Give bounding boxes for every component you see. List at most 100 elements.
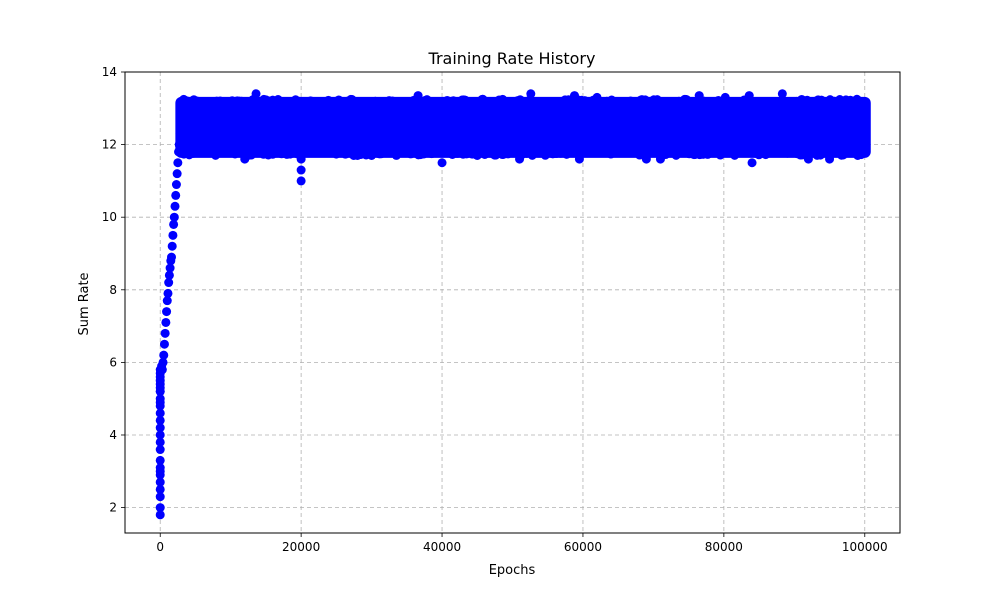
data-point <box>167 252 176 262</box>
band-edge-point <box>628 147 638 157</box>
data-point <box>515 154 525 164</box>
band-edge-point <box>274 96 284 106</box>
band-edge-point <box>767 98 777 108</box>
band-edge-point <box>306 96 316 106</box>
band-edge-point <box>209 148 219 158</box>
band-edge-point <box>859 98 869 108</box>
band-edge-point <box>777 98 787 108</box>
band-edge-point <box>347 96 357 106</box>
band-edge-point <box>524 147 534 157</box>
band-edge-point <box>261 97 271 107</box>
data-point <box>167 241 177 251</box>
band-edge-point <box>494 96 504 106</box>
data-point <box>777 89 787 99</box>
data-point <box>155 492 165 502</box>
data-point <box>173 158 183 168</box>
band-edge-point <box>225 97 235 107</box>
band-edge-point <box>652 95 662 105</box>
x-tick-label: 100000 <box>842 540 888 554</box>
data-point <box>155 423 165 433</box>
data-point <box>176 111 186 121</box>
data-point <box>296 165 306 175</box>
data-point <box>171 190 181 200</box>
band-edge-point <box>510 98 520 108</box>
data-point <box>592 92 602 102</box>
band-edge-point <box>715 150 725 160</box>
data-point <box>155 415 165 425</box>
band-edge-point <box>616 147 626 157</box>
band-edge-point <box>838 148 848 158</box>
data-point <box>168 230 178 240</box>
data-point <box>155 477 165 487</box>
y-tick-label: 14 <box>102 65 117 79</box>
data-point <box>164 270 174 280</box>
data-point <box>158 357 168 367</box>
data-point <box>744 91 754 101</box>
band-edge-point <box>835 95 845 105</box>
dense-band-layer <box>175 94 871 160</box>
band-edge-point <box>596 147 606 157</box>
band-edge-point <box>425 96 435 106</box>
data-point <box>155 430 165 440</box>
data-point <box>296 147 306 157</box>
data-point <box>251 89 261 99</box>
data-point <box>169 212 179 222</box>
band-edge-point <box>525 97 535 107</box>
band-edge-point <box>797 94 807 104</box>
data-point <box>165 263 175 273</box>
data-point <box>159 339 169 349</box>
band-edge-point <box>406 149 416 159</box>
data-point <box>164 278 174 288</box>
band-edge-point <box>680 94 690 104</box>
band-edge-point <box>480 149 490 159</box>
y-tick-label: 10 <box>102 210 117 224</box>
band-edge-point <box>782 148 792 158</box>
band-edge-point <box>337 97 347 107</box>
data-point <box>155 466 165 476</box>
data-point <box>155 484 165 494</box>
data-point <box>169 219 179 229</box>
y-ticks: 2 4 6 8 10 12 14 <box>102 65 125 515</box>
band-edge-point <box>640 95 650 105</box>
data-point <box>472 150 482 160</box>
chart-title: Training Rate History <box>428 49 596 68</box>
data-point <box>803 154 813 164</box>
band-edge-point <box>459 95 469 105</box>
data-point <box>192 96 202 106</box>
x-tick-label: 80000 <box>705 540 743 554</box>
data-point <box>570 91 579 101</box>
y-tick-label: 8 <box>109 283 117 297</box>
band-edge-point <box>826 97 836 107</box>
band-edge-point <box>562 149 572 159</box>
band-edge-point <box>815 150 825 160</box>
data-point <box>296 154 306 164</box>
x-tick-label: 60000 <box>564 540 602 554</box>
band-edge-point <box>761 150 771 160</box>
band-edge-point <box>427 149 437 159</box>
y-tick-label: 4 <box>109 428 117 442</box>
y-axis-label: Sum Rate <box>77 272 92 335</box>
data-point <box>175 129 185 139</box>
data-point <box>641 154 651 164</box>
band-edge-point <box>770 147 780 157</box>
band-edge-point <box>805 147 815 157</box>
data-point <box>170 201 180 211</box>
band-edge-point <box>391 150 401 160</box>
data-point <box>720 92 730 102</box>
data-point <box>853 150 863 160</box>
x-tick-label: 40000 <box>423 540 461 554</box>
data-point <box>353 150 362 160</box>
data-point <box>747 158 757 168</box>
band-edge-point <box>240 98 250 108</box>
data-point <box>159 350 169 360</box>
band-edge-point <box>374 149 384 159</box>
data-point <box>437 158 447 168</box>
band-edge-point <box>343 147 353 157</box>
band-edge-point <box>387 96 397 106</box>
x-tick-label: 20000 <box>282 540 320 554</box>
data-point <box>190 147 200 157</box>
band-edge-point <box>607 95 617 105</box>
band-edge-point <box>606 149 616 159</box>
band-edge-point <box>816 95 826 105</box>
